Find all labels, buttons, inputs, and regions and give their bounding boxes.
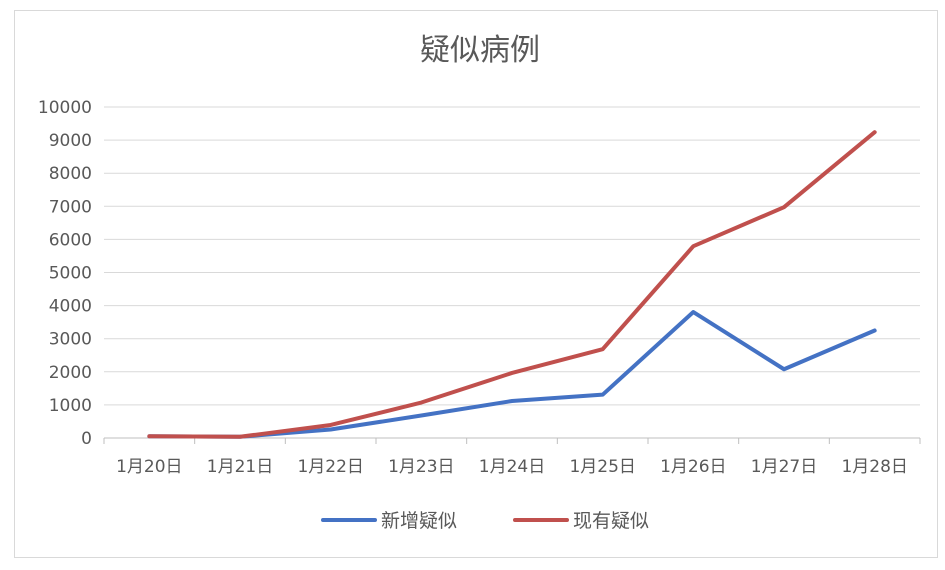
y-tick-label: 4000 (49, 297, 92, 317)
y-tick-label: 9000 (49, 131, 92, 151)
x-tick-label: 1月26日 (660, 457, 726, 477)
y-tick-label: 8000 (49, 164, 92, 184)
x-axis: 1月20日 1月21日 1月22日 1月23日 1月24日 1月25日 1月26日 1月27日… (103, 437, 921, 477)
y-axis: 0 1000 2000 3000 4000 5000 6000 7000 8000 9000 100… (38, 98, 92, 449)
series-line-1 (147, 130, 877, 439)
x-tick-label: 1月23日 (388, 457, 454, 477)
gridlines (104, 106, 920, 406)
x-tick-label: 1月27日 (751, 457, 817, 477)
y-tick-label: 1000 (49, 396, 92, 416)
legend-label-1: 现有疑似 (573, 510, 649, 532)
x-tick-label: 1月25日 (569, 457, 635, 477)
y-tick-label: 3000 (49, 330, 92, 350)
y-tick-label: 0 (81, 429, 92, 449)
x-tick-label: 1月20日 (116, 457, 182, 477)
chart-frame (14, 10, 938, 558)
x-tick-label: 1月28日 (841, 457, 907, 477)
x-tick-label: 1月24日 (479, 457, 545, 477)
chart-title: 疑似病例 (420, 33, 540, 68)
series-lines (147, 130, 877, 439)
y-tick-label: 2000 (49, 363, 92, 383)
y-tick-label: 10000 (38, 98, 92, 118)
legend-label-0: 新增疑似 (381, 510, 457, 532)
legend: 新增疑似 现有疑似 (321, 510, 649, 532)
y-tick-label: 5000 (49, 264, 92, 284)
y-tick-label: 6000 (49, 230, 92, 250)
x-tick-label: 1月21日 (207, 457, 273, 477)
x-tick-label: 1月22日 (297, 457, 363, 477)
y-tick-label: 7000 (49, 197, 92, 217)
